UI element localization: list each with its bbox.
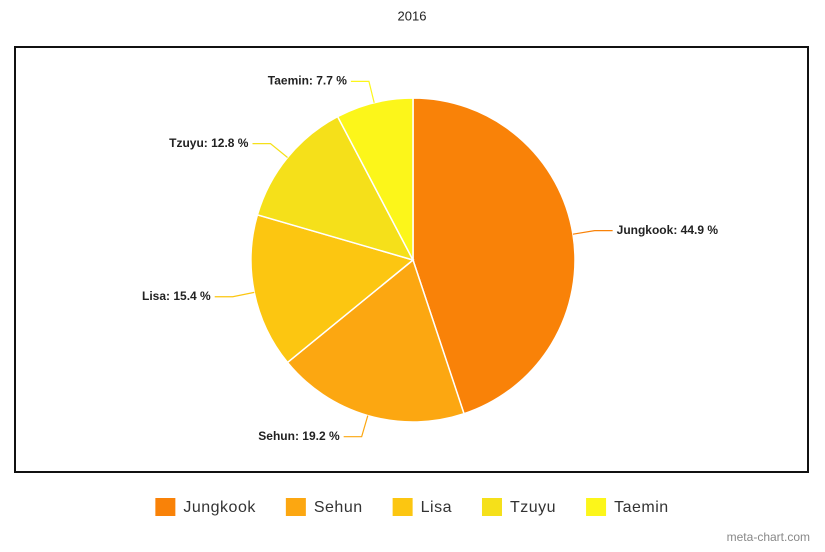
legend-swatch	[481, 498, 502, 516]
leader-line	[343, 415, 369, 438]
legend-label: Jungkook	[183, 499, 256, 516]
legend-swatch	[586, 498, 607, 516]
data-label: Sehun: 19.2 %	[258, 429, 340, 443]
legend-swatch	[392, 498, 413, 516]
legend-label: Taemin	[614, 499, 669, 516]
data-label: Taemin: 7.7 %	[268, 74, 347, 88]
legend-swatch	[155, 498, 176, 516]
source-label: meta-chart.com	[727, 530, 810, 544]
leader-line	[350, 80, 375, 103]
pie-slice	[336, 97, 414, 261]
data-label: Lisa: 15.4 %	[142, 289, 211, 303]
chart-title: 2016	[398, 8, 427, 23]
leader-line	[214, 291, 255, 298]
legend-label: Sehun	[314, 499, 363, 516]
pie-slice	[250, 213, 415, 364]
legend-label: Lisa	[421, 499, 452, 516]
leader-line	[252, 143, 288, 158]
plot-frame	[14, 46, 809, 473]
legend-swatch	[285, 498, 306, 516]
legend-label: Tzuyu	[510, 499, 556, 516]
pie-slice	[256, 115, 415, 262]
leader-line	[572, 230, 613, 235]
pie-slice	[286, 258, 465, 423]
data-label: Tzuyu: 12.8 %	[169, 136, 249, 150]
data-label: Jungkook: 44.9 %	[617, 223, 719, 237]
